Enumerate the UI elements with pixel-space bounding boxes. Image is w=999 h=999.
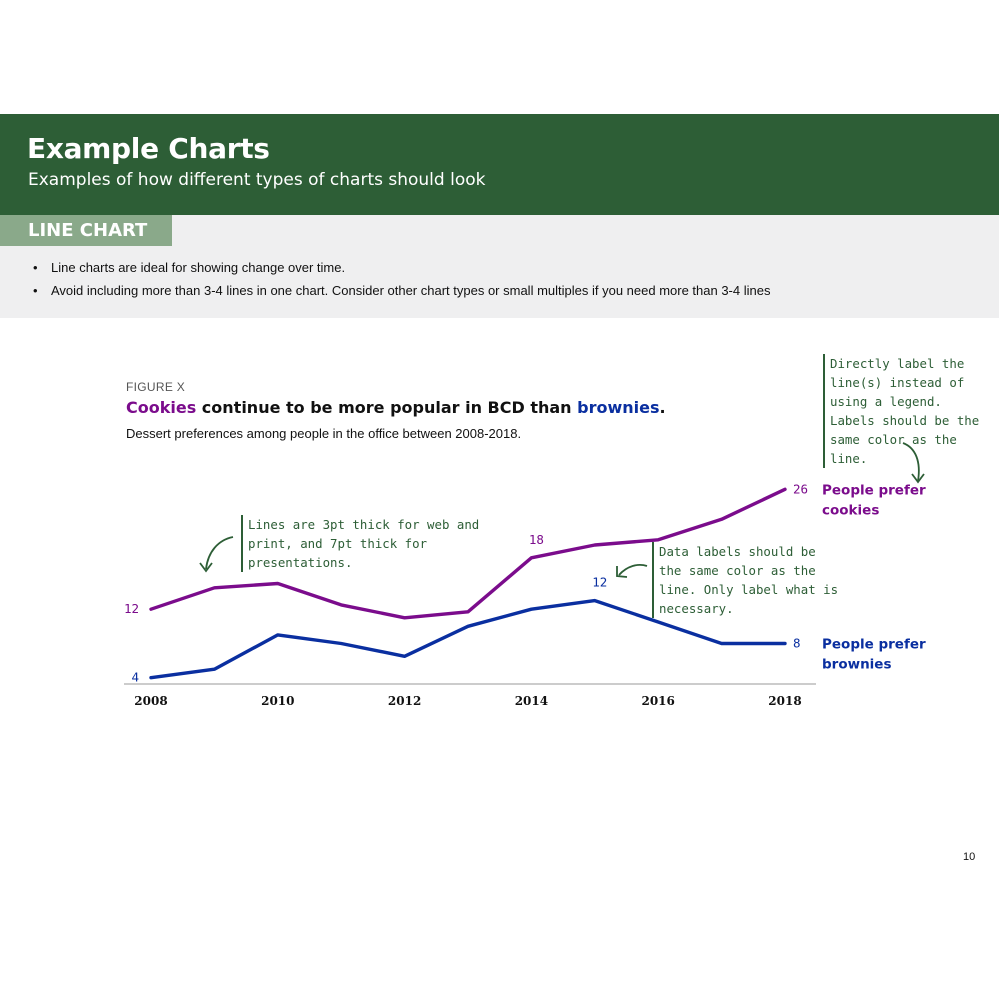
title-brownies-word: brownies xyxy=(577,398,660,417)
direct-label-note-arrow xyxy=(902,442,920,482)
x-tick-label: 2016 xyxy=(641,694,674,708)
thickness-note: Lines are 3pt thick for web and print, a… xyxy=(241,515,483,572)
bullet-list: Line charts are ideal for showing change… xyxy=(31,259,770,305)
series-end-label: People prefer cookies xyxy=(822,482,926,518)
figure-subtitle: Dessert preferences among people in the … xyxy=(126,426,522,441)
data-label: 12 xyxy=(592,575,607,590)
thickness-note-arrowhead xyxy=(199,562,213,573)
direct-label-note: Directly label the line(s) instead of us… xyxy=(823,354,980,468)
x-tick-layer: 2008 2010 2012 2014 2016 2018 xyxy=(134,694,801,708)
section-tag-label: LINE CHART xyxy=(28,220,148,241)
data-label: 18 xyxy=(529,532,544,547)
page-subtitle: Examples of how different types of chart… xyxy=(28,170,486,190)
bullet-item: Avoid including more than 3-4 lines in o… xyxy=(31,282,770,305)
direct-label-note-arrowhead xyxy=(911,473,925,484)
series-end-label-layer: People prefer cookies People prefer brownie… xyxy=(822,482,926,672)
x-tick-label: 2008 xyxy=(134,694,167,708)
data-label-note-arrow xyxy=(618,563,648,576)
section-tag: LINE CHART xyxy=(0,215,172,246)
data-label-note: Data labels should be the same color as … xyxy=(652,542,839,618)
section-panel: LINE CHART Line charts are ideal for sho… xyxy=(0,215,999,318)
series-layer xyxy=(149,487,787,680)
x-tick-label: 2012 xyxy=(388,694,421,708)
header-banner: Example Charts Examples of how different… xyxy=(0,114,999,215)
figure-label: FIGURE X xyxy=(126,380,186,394)
series-line-cookies xyxy=(149,487,787,620)
bullet-item: Line charts are ideal for showing change… xyxy=(31,259,770,282)
series-end-label: People prefer brownies xyxy=(822,636,926,672)
page-number: 10 xyxy=(963,851,976,863)
title-middle-text: continue to be more popular in BCD than xyxy=(196,398,578,417)
thickness-note-arrow xyxy=(205,536,234,570)
title-end-text: . xyxy=(659,398,666,417)
data-label-note-arrowhead xyxy=(616,566,628,578)
series-line-brownies xyxy=(149,598,787,680)
figure-title: Cookies continue to be more popular in B… xyxy=(126,398,666,417)
x-tick-label: 2018 xyxy=(768,694,801,708)
data-label-layer: 12 18 26 4 12 8 xyxy=(124,481,808,684)
data-label: 8 xyxy=(793,635,801,650)
x-tick-label: 2010 xyxy=(261,694,294,708)
data-label: 26 xyxy=(793,481,808,496)
page-title: Example Charts xyxy=(27,132,270,165)
title-cookies-word: Cookies xyxy=(126,398,197,417)
x-tick-label: 2014 xyxy=(515,694,548,708)
data-label: 4 xyxy=(131,670,139,685)
data-label: 12 xyxy=(124,601,139,616)
